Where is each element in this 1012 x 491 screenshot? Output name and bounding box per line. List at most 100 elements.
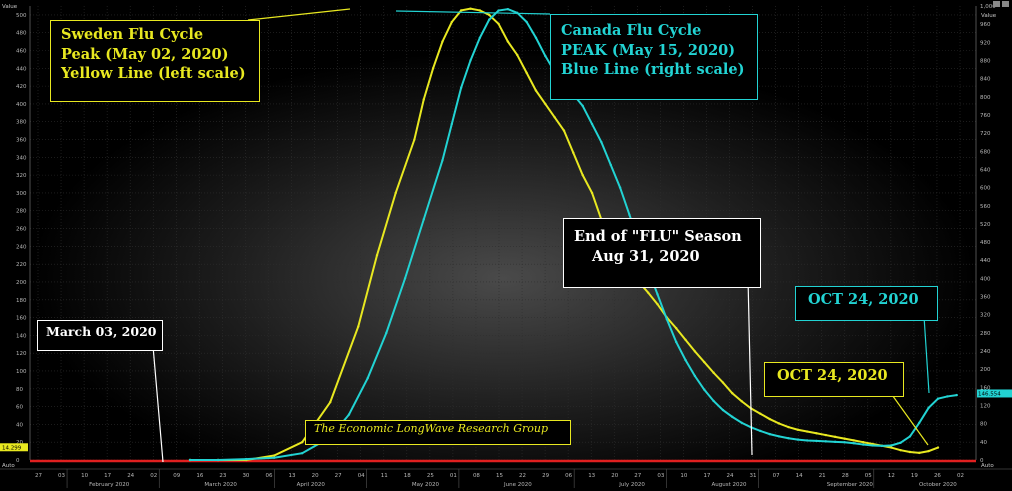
x-tick-label: 06 <box>565 473 572 479</box>
series-point-canada <box>899 441 902 444</box>
series-point-canada <box>740 421 743 424</box>
x-tick-label: 27 <box>634 473 641 479</box>
end-flu-leader <box>747 277 753 456</box>
series-point-canada <box>768 432 771 436</box>
x-tick-label: 16 <box>196 473 203 479</box>
series-point-canada <box>450 122 453 126</box>
research-group-text: The Economic LongWave Research Group <box>314 422 549 435</box>
right-tick-label: 480 <box>980 240 991 246</box>
series-point-sweden <box>506 40 510 43</box>
series-point-sweden <box>899 449 902 452</box>
x-tick-label: 20 <box>611 473 618 479</box>
left-tick-label: 460 <box>16 49 27 55</box>
x-tick-label: 11 <box>381 473 388 479</box>
series-point-canada <box>927 406 930 409</box>
right-value-badge-text: 146.554 <box>978 391 1001 397</box>
month-label: May 2020 <box>412 482 440 488</box>
left-tick-label: 300 <box>16 191 27 197</box>
x-tick-label: 30 <box>242 473 249 479</box>
series-point-sweden <box>777 422 781 425</box>
series-point-canada <box>628 213 631 217</box>
series-point-canada <box>422 218 425 221</box>
x-tick-label: 17 <box>104 473 111 479</box>
series-point-canada <box>497 9 500 12</box>
x-tick-label: 24 <box>127 473 134 479</box>
series-point-canada <box>385 331 388 335</box>
close-icon <box>1002 1 1009 7</box>
left-value-badge-text: 14.299 <box>2 445 22 451</box>
series-point-sweden <box>824 433 827 437</box>
canada-title: Canada Flu Cycle <box>561 22 702 39</box>
left-tick-label: 240 <box>16 244 27 250</box>
series-point-sweden <box>852 439 856 442</box>
series-point-canada <box>656 293 659 296</box>
series-point-sweden <box>459 9 463 12</box>
left-tick-label: 280 <box>16 209 27 215</box>
series-point-canada <box>600 141 603 144</box>
series-point-sweden <box>656 303 659 306</box>
left-tick-label: 200 <box>16 280 27 286</box>
series-point-sweden <box>731 392 734 395</box>
x-tick-label: 29 <box>542 473 549 479</box>
series-point-sweden <box>675 327 678 330</box>
left-tick-label: 440 <box>16 66 27 72</box>
series-point-canada <box>946 395 949 398</box>
sweden-peak: Peak (May 02, 2020) <box>61 45 229 63</box>
end-flu-title: End of "FLU" Season <box>574 228 742 245</box>
series-point-sweden <box>646 291 650 294</box>
series-point-canada <box>534 36 538 39</box>
series-point-sweden <box>525 71 528 74</box>
right-tick-label: 600 <box>980 186 991 192</box>
x-tick-label: 28 <box>842 473 849 479</box>
series-point-canada <box>918 421 921 424</box>
end-flu-date: Aug 31, 2020 <box>592 247 700 265</box>
x-tick-label: 09 <box>173 473 180 479</box>
left-tick-label: 500 <box>16 13 27 19</box>
month-label: October 2020 <box>919 482 957 488</box>
series-point-canada <box>366 377 369 380</box>
left-tick-label: 120 <box>16 351 27 357</box>
series-point-sweden <box>740 400 743 403</box>
series-point-sweden <box>488 13 491 17</box>
oct-cyan-date: OCT 24, 2020 <box>808 291 919 308</box>
series-point-canada <box>703 388 706 391</box>
series-point-sweden <box>329 400 332 404</box>
series-point-sweden <box>413 138 416 141</box>
series-point-canada <box>908 435 912 438</box>
left-tick-label: 20 <box>16 440 23 446</box>
x-tick-label: 31 <box>750 473 757 479</box>
series-point-sweden <box>684 338 687 342</box>
series-point-sweden <box>908 450 912 454</box>
series-point-sweden <box>843 437 846 440</box>
left-tick-label: 60 <box>16 405 23 411</box>
x-tick-label: 03 <box>657 473 664 479</box>
series-point-canada <box>581 104 584 108</box>
series-point-sweden <box>534 89 538 92</box>
oct-yellow-leader <box>889 391 929 446</box>
right-tick-label: 640 <box>980 167 991 173</box>
x-tick-label: 18 <box>404 473 411 479</box>
right-tick-label: 320 <box>980 313 991 319</box>
right-tick-label: 40 <box>980 440 987 446</box>
sweden-title: Sweden Flu Cycle <box>61 26 204 43</box>
left-value-badge <box>0 443 28 452</box>
x-tick-label: 22 <box>519 473 526 479</box>
series-point-canada <box>506 7 510 11</box>
canada-peak: PEAK (May 15, 2020) <box>561 41 736 59</box>
restore-icon <box>993 1 1000 7</box>
series-point-canada <box>693 374 697 378</box>
x-tick-label: 10 <box>81 473 88 479</box>
x-tick-label: 20 <box>312 473 319 479</box>
series-point-canada <box>787 437 790 440</box>
series-point-canada <box>618 186 622 189</box>
series-point-canada <box>347 413 351 416</box>
series-point-canada <box>544 54 547 58</box>
series-point-canada <box>805 439 809 442</box>
right-tick-label: 720 <box>980 131 991 137</box>
right-tick-label: 200 <box>980 367 991 373</box>
x-tick-label: 24 <box>727 473 734 479</box>
right-tick-label: 560 <box>980 204 991 210</box>
oct-cyan-leader <box>923 315 930 394</box>
right-tick-label: 880 <box>980 58 991 64</box>
